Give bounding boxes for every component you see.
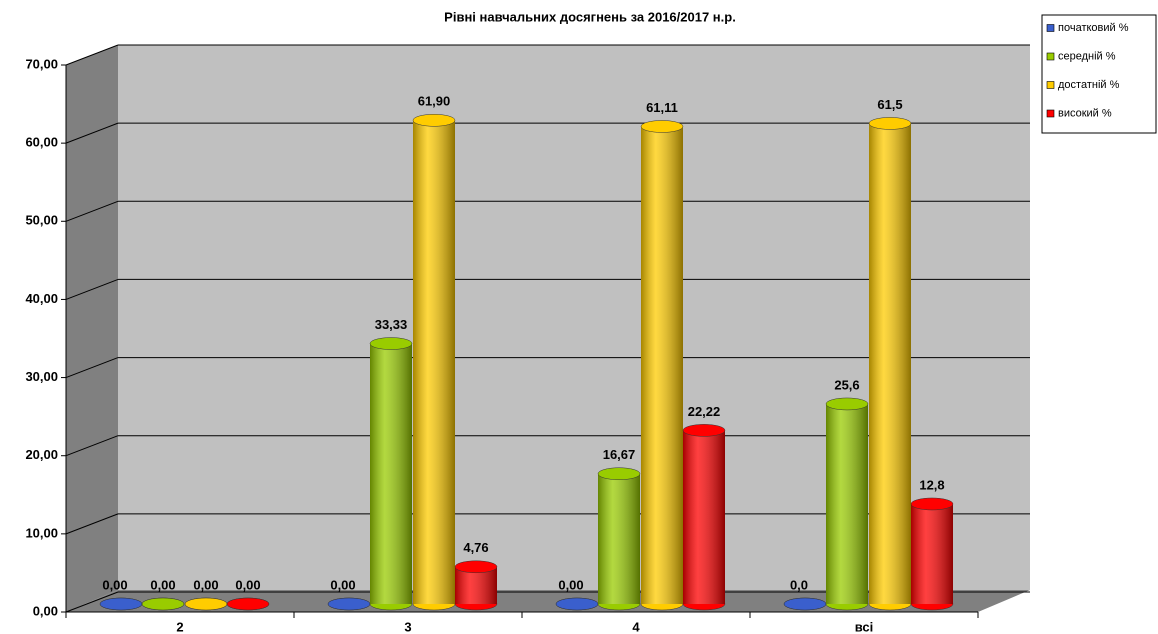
data-label: 0,00 [235,577,260,592]
legend-label: достатній % [1058,79,1120,91]
bar-cap [99,597,143,611]
grid-line [65,122,119,144]
bar-cap [454,560,498,574]
bar-shade [683,430,725,604]
bar-cap [910,497,954,511]
legend-swatch [1046,109,1055,118]
y-tick-label: 50,00 [25,213,58,228]
legend-swatch [1046,52,1055,61]
y-tick-label: 30,00 [25,369,58,384]
bar-shade [911,503,953,604]
y-tick-label: 40,00 [25,291,58,306]
y-tick-label: 60,00 [25,135,58,150]
bar-cap [555,597,599,611]
bar-shade [598,473,640,604]
data-label: 16,67 [603,447,636,462]
data-label: 61,5 [877,97,902,112]
legend-label: початковий % [1058,22,1129,34]
legend-swatch [1046,24,1055,32]
x-tick-label: 4 [632,619,640,634]
bar-cap [640,120,684,133]
bar-cap [412,114,456,127]
bar-cap [868,117,912,130]
legend-swatch [1046,81,1055,89]
side-wall [66,45,118,612]
grid-line [65,591,119,613]
bar-cap [184,597,228,611]
bar-shade [413,120,455,604]
bar-cap [327,597,371,611]
data-label: 0,00 [102,577,127,592]
data-label: 33,33 [375,317,408,332]
legend-label: високий % [1058,107,1112,119]
data-label: 61,90 [418,94,451,109]
grid-line [65,357,119,379]
bar-cap [226,597,270,611]
legend-label: середній % [1058,50,1116,62]
y-tick-label: 10,00 [25,525,58,540]
data-label: 0,00 [193,577,218,592]
x-tick-label: 3 [404,619,411,634]
x-tick-label: 2 [176,619,183,634]
bar-cap [682,424,726,437]
grid-line [65,44,119,66]
bar-shade [370,343,412,604]
data-label: 61,11 [646,100,678,115]
y-tick-label: 0,00 [33,603,58,618]
data-label: 4,76 [463,540,488,555]
data-label: 0,00 [150,577,175,592]
back-wall [118,45,1030,590]
bar-cap [597,467,641,480]
x-tick-label: всі [855,619,874,634]
grid-line [65,200,119,222]
bar-cap [369,337,413,350]
grid-line [65,513,119,535]
bar-cap [825,397,869,411]
bar-shade [641,126,683,605]
data-label: 0,0 [790,577,808,592]
data-label: 22,22 [688,404,721,419]
data-label: 12,8 [919,477,944,492]
y-tick-label: 70,00 [25,56,58,71]
data-label: 25,6 [834,377,859,392]
data-label: 0,00 [558,577,583,592]
data-label: 0,00 [330,577,355,592]
y-tick-label: 20,00 [25,447,58,462]
bar-shade [869,123,911,605]
bar-cap [783,597,827,611]
bar-shade [826,403,868,604]
bar-cap [141,597,185,611]
chart-title: Рівні навчальних досягнень за 2016/2017 … [444,9,736,24]
legend [1041,14,1157,134]
grid-line [65,435,119,457]
grid-line [65,278,119,300]
